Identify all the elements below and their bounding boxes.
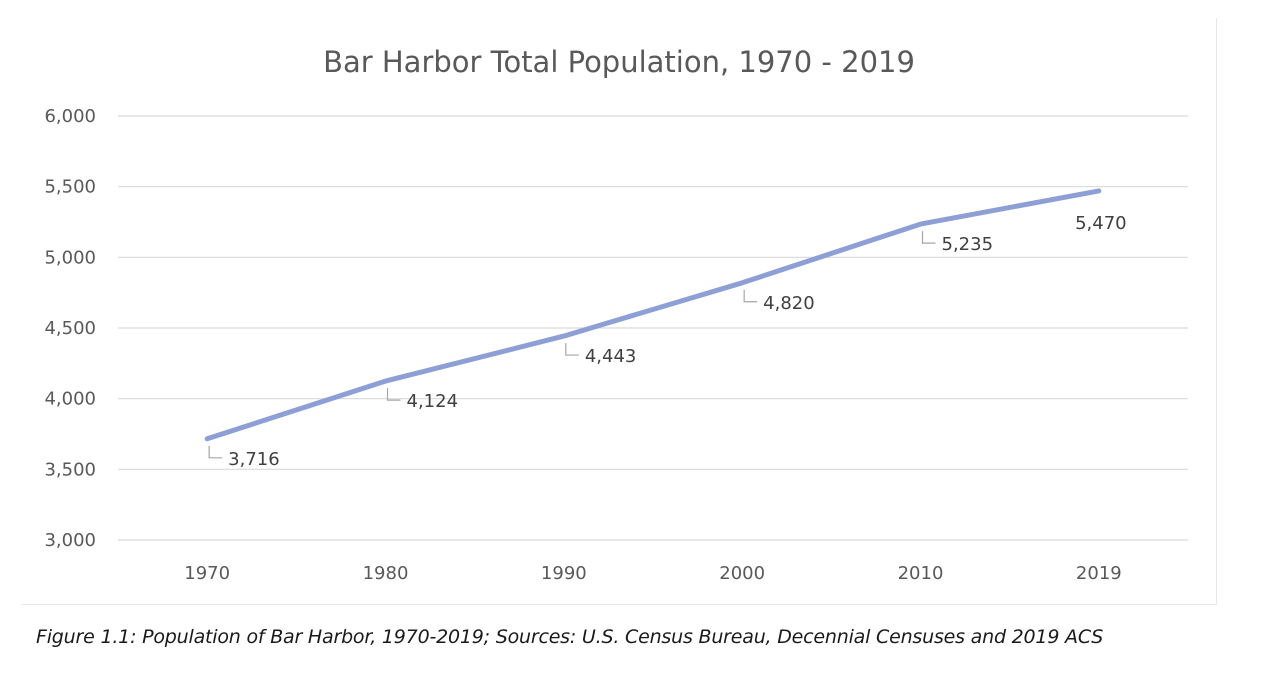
data-label: 4,820: [763, 293, 815, 314]
data-label-leader: [386, 388, 401, 401]
y-tick-label: 5,500: [44, 177, 96, 198]
x-tick-label: 1990: [541, 563, 587, 584]
data-label-leader: [208, 445, 223, 459]
y-tick-label: 3,000: [44, 530, 96, 551]
data-label: 5,470: [1075, 213, 1127, 234]
chart-area: Bar Harbor Total Population, 1970 - 2019…: [22, 18, 1217, 605]
data-label-leader: [743, 289, 758, 303]
x-tick-label: 1970: [184, 563, 230, 584]
figure-caption: Figure 1.1: Population of Bar Harbor, 19…: [36, 626, 1104, 648]
y-tick-label: 5,000: [44, 247, 96, 268]
data-label-leader: [921, 231, 936, 244]
data-label: 5,235: [942, 234, 994, 255]
x-tick-label: 2000: [719, 563, 765, 584]
y-tick-label: 3,500: [44, 459, 96, 480]
x-tick-label: 2019: [1076, 563, 1122, 584]
line-chart: Bar Harbor Total Population, 1970 - 2019…: [44, 45, 1188, 584]
x-tick-label: 1980: [363, 563, 409, 584]
data-label-leader: [565, 343, 579, 356]
x-tick-label: 2010: [898, 563, 944, 584]
y-tick-label: 6,000: [44, 106, 96, 127]
chart-title: Bar Harbor Total Population, 1970 - 2019: [323, 45, 915, 79]
y-tick-label: 4,000: [44, 389, 96, 410]
data-label: 4,124: [407, 391, 459, 412]
data-label: 3,716: [228, 449, 280, 470]
y-tick-label: 4,500: [44, 318, 96, 339]
data-label: 4,443: [585, 346, 637, 367]
population-series-line: [204, 188, 1102, 442]
